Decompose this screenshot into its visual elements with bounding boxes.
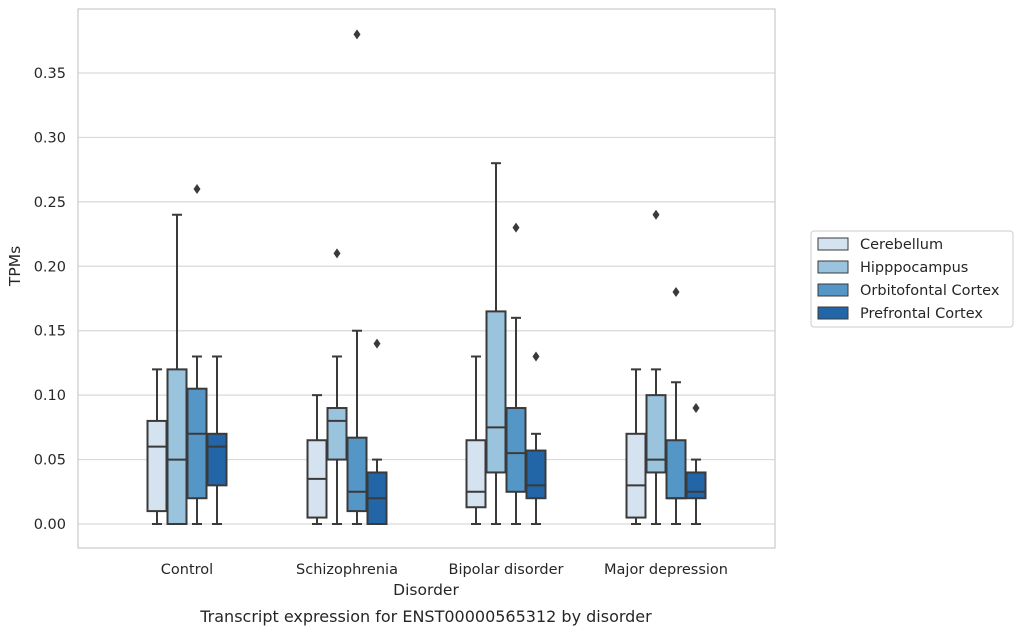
box-plot-area [146, 29, 707, 526]
legend-swatch [817, 260, 849, 274]
x-tick-label: Control [161, 562, 213, 578]
y-tick-label: 0.05 [34, 453, 66, 469]
box-iqr [685, 471, 707, 500]
y-tick-label: 0.20 [34, 259, 66, 275]
x-tick-label: Schizophrenia [296, 562, 398, 578]
y-tick-label: 0.00 [34, 517, 66, 533]
legend-swatch [817, 237, 849, 251]
box-iqr [346, 436, 368, 513]
box-iqr [186, 387, 208, 500]
legend: Cerebellum Hipppocampus Orbitofontal Corte… [810, 230, 1014, 328]
box-cerebellum [306, 394, 328, 525]
y-tick-label: 0.25 [34, 195, 66, 211]
legend-label: Cerebellum [860, 237, 943, 253]
box-iqr [326, 407, 348, 461]
box-prefrontal-cortex [525, 351, 547, 525]
y-axis-label: TPMs [6, 246, 24, 287]
box-prefrontal-cortex [685, 403, 707, 525]
outlier-point [353, 29, 361, 40]
box-iqr [645, 394, 667, 474]
outlier-point [672, 287, 680, 298]
legend-swatch [817, 306, 849, 320]
box-orbitofontal-cortex [505, 222, 527, 525]
legend-frame [810, 230, 1014, 328]
box-cerebellum [625, 368, 647, 525]
x-tick-label: Major depression [604, 562, 728, 578]
x-axis-ticks: Control Schizophrenia Bipolar disorder Majo… [161, 562, 728, 578]
plot-frame [77, 8, 776, 549]
box-iqr [465, 439, 487, 509]
y-tick-label: 0.30 [34, 130, 66, 146]
box-iqr [166, 368, 188, 525]
y-tick-label: 0.35 [34, 66, 66, 82]
box-cerebellum [465, 355, 487, 525]
box-iqr [206, 432, 228, 487]
legend-label: Prefrontal Cortex [860, 306, 983, 322]
box-iqr [525, 449, 547, 500]
box-hipppocampus [485, 162, 507, 525]
x-axis-label: Disorder [393, 581, 459, 599]
outlier-point [652, 209, 660, 220]
chart-caption: Transcript expression for ENST0000056531… [199, 607, 652, 626]
legend-swatch [817, 283, 849, 297]
box-prefrontal-cortex [366, 338, 388, 526]
outlier-point [193, 183, 201, 194]
box-hipppocampus [166, 213, 188, 525]
outlier-point [692, 403, 700, 414]
outlier-point [512, 222, 520, 233]
y-axis-ticks: 0.00 0.05 0.10 0.15 0.20 0.25 0.30 0.35 [34, 66, 66, 533]
box-prefrontal-cortex [206, 355, 228, 525]
box-orbitofontal-cortex [665, 287, 687, 525]
outlier-point [333, 248, 341, 259]
outlier-point [532, 351, 540, 362]
box-orbitofontal-cortex [346, 29, 368, 525]
box-iqr [625, 432, 647, 519]
y-tick-label: 0.15 [34, 324, 66, 340]
x-tick-label: Bipolar disorder [449, 562, 564, 578]
box-iqr [665, 439, 687, 500]
y-tick-label: 0.10 [34, 388, 66, 404]
box-orbitofontal-cortex [186, 183, 208, 525]
box-cerebellum [146, 368, 168, 525]
legend-label: Hipppocampus [860, 260, 968, 276]
box-iqr [505, 407, 527, 493]
outlier-point [373, 338, 381, 349]
box-hipppocampus [645, 209, 667, 525]
box-hipppocampus [326, 248, 348, 525]
box-iqr [485, 310, 507, 474]
legend-label: Orbitofontal Cortex [860, 283, 1000, 299]
box-iqr [146, 419, 168, 513]
